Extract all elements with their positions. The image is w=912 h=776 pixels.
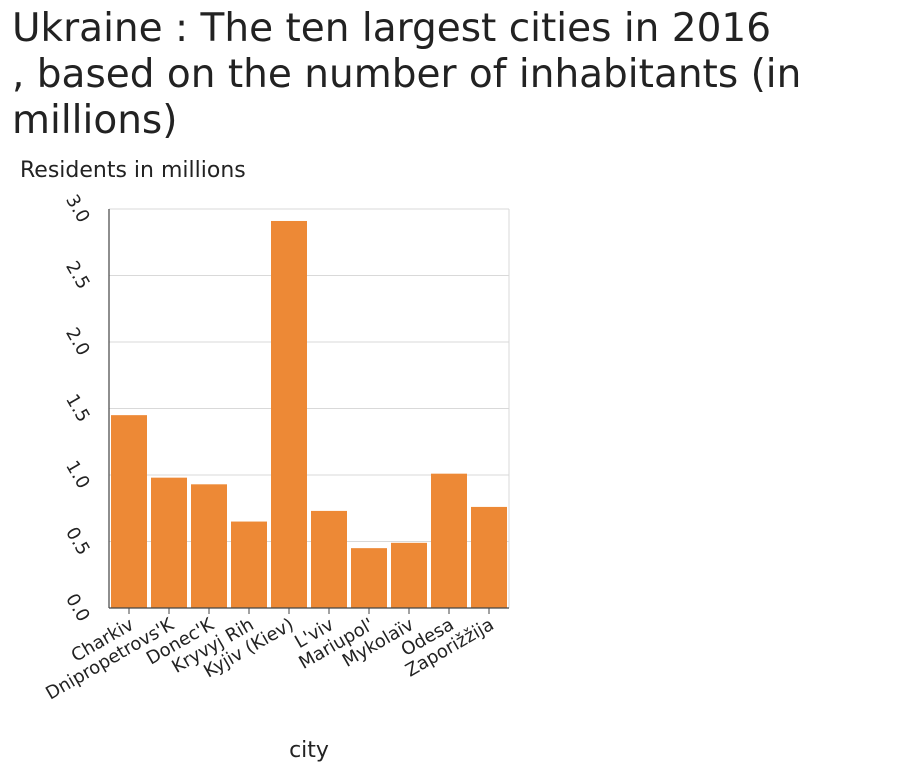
axes	[108, 209, 509, 614]
bar	[431, 473, 467, 608]
bar	[391, 542, 427, 608]
bars	[111, 220, 507, 608]
bar	[311, 510, 347, 608]
y-tick-label: 1.0	[61, 457, 94, 492]
y-tick-label: 1.5	[61, 391, 94, 426]
x-axis-label: city	[289, 738, 329, 763]
bar	[271, 220, 307, 608]
bar	[351, 548, 387, 608]
y-tick-labels: 0.0 0.5 1.0 1.5 2.0 2.5 3.0	[61, 191, 94, 625]
bar	[471, 506, 507, 608]
bar	[111, 415, 147, 608]
y-tick-label: 2.0	[61, 324, 94, 359]
y-tick-label: 0.0	[61, 590, 94, 625]
y-tick-label: 3.0	[61, 191, 94, 226]
chart-title: Ukraine : The ten largest cities in 2016…	[12, 6, 802, 143]
y-tick-label: 0.5	[61, 524, 94, 559]
y-tick-label: 2.5	[61, 258, 94, 293]
bar	[191, 484, 227, 608]
y-axis-label: Residents in millions	[20, 158, 246, 183]
bar	[231, 521, 267, 608]
bar	[151, 477, 187, 608]
